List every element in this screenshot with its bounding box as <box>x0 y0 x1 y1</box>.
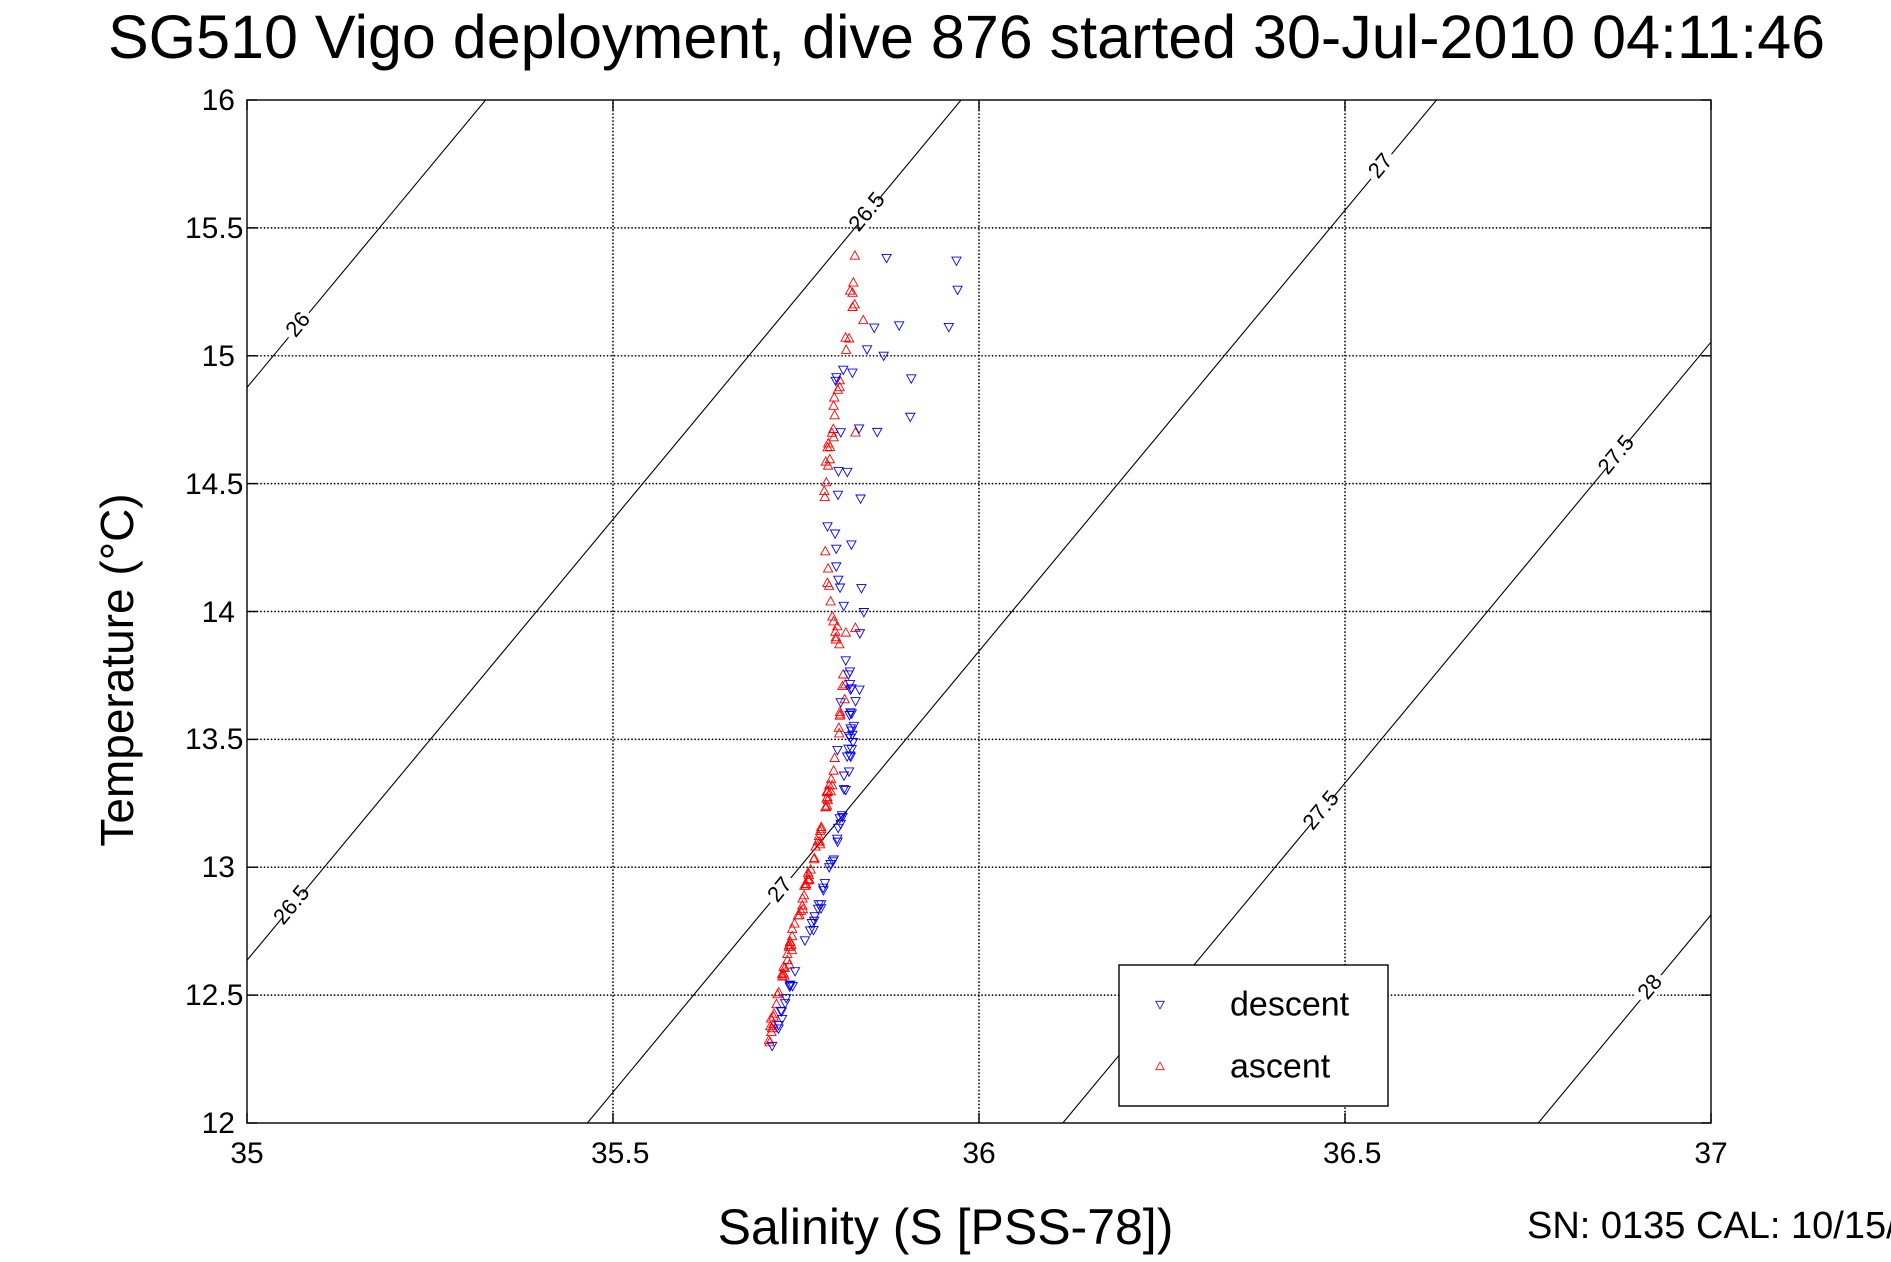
svg-text:ascent: ascent <box>1230 1048 1331 1086</box>
svg-text:descent: descent <box>1230 986 1350 1024</box>
